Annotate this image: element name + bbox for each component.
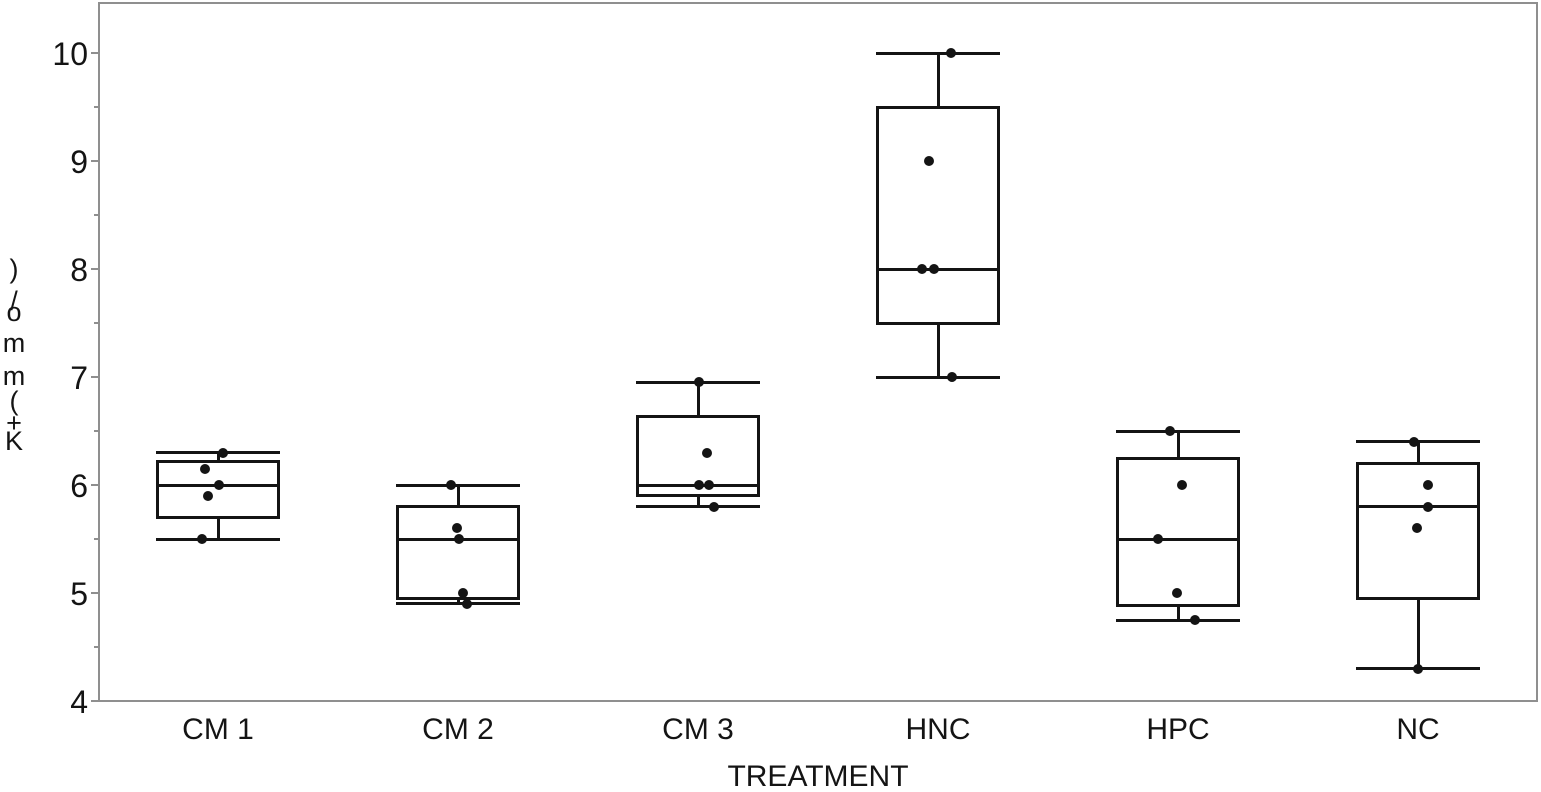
data-point — [709, 501, 719, 512]
whisker-upper-stem — [1176, 431, 1180, 458]
whisker-upper-stem — [216, 452, 220, 462]
data-point — [218, 447, 228, 458]
y-axis-major-tick — [91, 268, 98, 270]
y-axis-tick-label: 7 — [70, 360, 88, 396]
iqr-box — [1116, 456, 1240, 608]
y-axis-title-char: ( — [9, 386, 19, 416]
data-point — [924, 156, 934, 166]
y-axis-major-tick — [91, 376, 98, 378]
iqr-box — [636, 415, 760, 498]
y-axis-major-tick — [91, 160, 98, 162]
x-category-label: HNC — [905, 713, 971, 746]
y-axis-title-char: m — [2, 328, 26, 358]
whisker-upper-cap — [1116, 429, 1240, 433]
whisker-lower-cap — [636, 505, 760, 509]
x-category-label: CM 2 — [422, 713, 494, 746]
data-point — [704, 480, 714, 490]
y-axis-title-char: m — [2, 361, 26, 391]
data-point — [1165, 426, 1175, 436]
x-category-label: CM 1 — [182, 713, 254, 746]
median-line — [1116, 537, 1240, 541]
y-axis-minor-tick — [94, 430, 98, 432]
data-point — [200, 463, 210, 474]
data-point — [1423, 501, 1433, 512]
y-axis-major-tick — [91, 484, 98, 486]
iqr-box — [876, 105, 1000, 325]
iqr-box — [396, 505, 520, 600]
x-category-label: HPC — [1146, 713, 1210, 746]
x-axis-title: TREATMENT — [727, 760, 909, 792]
x-category-label: CM 3 — [662, 713, 734, 746]
whisker-lower-stem — [216, 517, 220, 539]
y-axis-tick-label: 5 — [70, 576, 88, 612]
y-axis-title-char: o — [6, 297, 22, 327]
y-axis-tick-label: 8 — [70, 252, 88, 288]
data-point — [1413, 663, 1423, 674]
median-line — [1356, 505, 1480, 509]
data-point — [694, 377, 704, 388]
whisker-upper-cap — [396, 483, 520, 487]
whisker-lower-cap — [156, 537, 280, 541]
data-point — [452, 523, 462, 534]
data-point — [1177, 480, 1187, 490]
whisker-lower-stem — [1416, 598, 1420, 669]
whisker-lower-cap — [1116, 618, 1240, 622]
data-point — [214, 480, 224, 490]
whisker-lower-stem — [456, 598, 460, 604]
data-point — [446, 480, 456, 490]
data-point — [1190, 615, 1200, 625]
data-point — [917, 264, 927, 274]
data-point — [1423, 480, 1433, 490]
whisker-lower-cap — [876, 375, 1000, 379]
y-axis-major-tick — [91, 52, 98, 54]
plot-frame — [98, 2, 1538, 702]
data-point — [702, 447, 712, 458]
whisker-upper-stem — [936, 53, 940, 107]
data-point — [946, 48, 956, 58]
data-point — [947, 372, 957, 382]
x-category-label: NC — [1396, 713, 1440, 746]
y-axis-major-tick — [91, 700, 98, 702]
data-point — [1412, 523, 1422, 534]
data-point — [1409, 436, 1419, 447]
data-point — [462, 598, 472, 609]
data-point — [454, 534, 464, 544]
data-point — [203, 490, 213, 501]
data-point — [1172, 588, 1182, 598]
y-axis-minor-tick — [94, 538, 98, 540]
y-axis-tick-label: 10 — [52, 36, 88, 72]
whisker-upper-stem — [1416, 441, 1420, 464]
data-point — [929, 264, 939, 274]
whisker-upper-stem — [456, 485, 460, 507]
y-axis-minor-tick — [94, 106, 98, 108]
y-axis-minor-tick — [94, 646, 98, 648]
y-axis-title-char: + — [6, 408, 22, 438]
whisker-lower-stem — [1176, 605, 1180, 620]
iqr-box — [1356, 461, 1480, 600]
whisker-upper-cap — [876, 51, 1000, 55]
y-axis-tick-label: 4 — [70, 684, 88, 720]
y-axis-minor-tick — [94, 322, 98, 324]
whisker-lower-stem — [936, 323, 940, 377]
y-axis-tick-label: 9 — [70, 144, 88, 180]
y-axis-minor-tick — [94, 214, 98, 216]
y-axis-title-char: / — [10, 286, 18, 316]
y-axis-major-tick — [91, 592, 98, 594]
whisker-lower-stem — [696, 495, 700, 507]
whisker-lower-cap — [396, 602, 520, 606]
data-point — [197, 534, 207, 544]
data-point — [694, 480, 704, 490]
whisker-upper-stem — [696, 382, 700, 417]
data-point — [1153, 534, 1163, 544]
iqr-box — [156, 459, 280, 519]
y-axis-title-char: ) — [9, 254, 19, 284]
y-axis-tick-label: 6 — [70, 468, 88, 504]
y-axis-title-char: K — [4, 426, 23, 456]
data-point — [458, 588, 468, 598]
